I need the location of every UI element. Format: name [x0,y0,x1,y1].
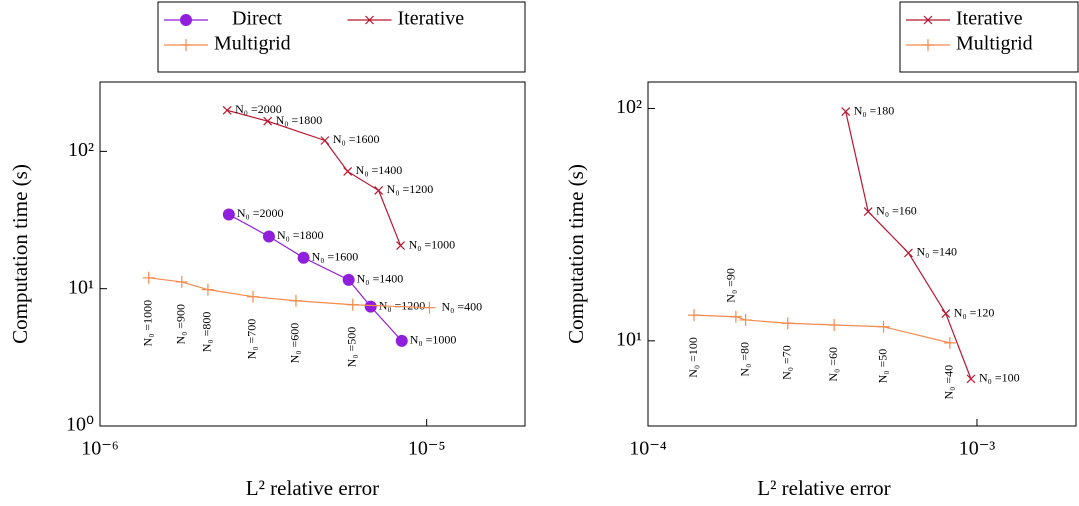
point [342,273,355,286]
point-label: N₀ =100 [686,337,700,378]
point [781,317,794,330]
point-label: N₀ =80 [737,342,751,377]
legend-label: Iterative [956,8,1023,30]
point-label: N₀ =60 [826,347,840,382]
point-label: N₀ =900 [174,304,188,345]
point [346,298,359,311]
x-axis-title: L² relative error [246,476,379,500]
point-label: N₀ =40 [942,365,956,400]
point-label: N₀ =400 [441,299,482,313]
point [841,107,851,116]
point [395,334,408,347]
point [739,313,752,326]
x-axis-title: L² relative error [757,476,890,500]
x-tick-label: 10⁻³ [959,438,996,460]
point [828,318,841,331]
point-label: N₀ =140 [916,245,957,259]
point [289,294,302,307]
point-label: N₀ =2000 [235,102,282,116]
legend-label: Multigrid [956,33,1033,55]
point-label: N₀ =1800 [276,113,323,127]
point [877,320,890,333]
y-tick-label: 10⁰ [66,414,94,436]
point [941,309,951,319]
x-tick-label: 10⁻⁵ [408,438,446,460]
point [320,136,330,145]
point [201,283,214,296]
point [364,300,377,313]
point-label: N₀ =160 [876,203,917,217]
series-line [226,109,402,246]
point [729,310,742,323]
y-axis-title: Computation time (s) [8,164,32,344]
legend-box [899,1,1079,73]
point [904,248,913,258]
legend-marker [923,15,933,25]
point-label: N₀ =1400 [357,272,404,286]
point [396,241,405,251]
point-label: N₀ =1000 [410,333,457,347]
y-tick-label: 10¹ [68,276,94,298]
point-label: N₀ =1200 [379,298,426,312]
point [297,251,310,264]
point [263,116,273,126]
point [688,309,701,322]
point [423,301,436,314]
legend-marker [922,39,934,51]
y-tick-label: 10² [616,96,642,118]
legend-box [157,1,526,73]
point-label: N₀ =1400 [356,163,403,177]
point [943,336,956,349]
point [175,275,188,288]
point-label: N₀ =1600 [333,132,380,146]
x-tick-label: 10⁻⁶ [81,438,119,460]
plot-frame [647,81,1077,427]
point-label: N₀ =800 [200,312,214,353]
point [222,208,235,221]
point-label: N₀ =500 [345,327,359,368]
point [343,167,353,176]
point-label: N₀ =1200 [387,182,434,196]
point [262,230,275,243]
legend-marker [180,14,192,26]
legend-label: Direct [232,8,282,30]
series-line [693,314,950,344]
point-label: N₀ =600 [288,323,302,364]
point-label: N₀ =50 [875,349,889,384]
legend-marker [180,39,192,51]
point-label: N₀ =700 [245,319,259,360]
point [966,374,976,384]
y-tick-label: 10² [68,139,94,161]
point-label: N₀ =180 [854,103,895,117]
point [142,271,155,284]
plot-frame [99,81,526,427]
point-label: N₀ =1600 [312,249,359,263]
point-label: N₀ =70 [780,345,794,380]
point-label: N₀ =90 [724,268,738,303]
point-label: N₀ =1000 [409,237,456,251]
point [246,290,259,303]
x-tick-label: 10⁻⁴ [629,438,667,460]
point [374,186,384,195]
point [222,105,232,115]
legend-label: Multigrid [214,33,291,55]
y-tick-label: 10¹ [616,328,642,350]
series-line [228,213,403,342]
legend-marker [365,15,374,25]
point [863,207,873,216]
point-label: N₀ =2000 [237,206,284,220]
point-label: N₀ =120 [954,305,995,319]
point-label: N₀ =1800 [277,228,324,242]
y-axis-title: Computation time (s) [564,164,588,344]
legend-label: Iterative [398,8,465,30]
point-label: N₀ =1000 [140,300,154,347]
point-label: N₀ =100 [979,371,1020,385]
